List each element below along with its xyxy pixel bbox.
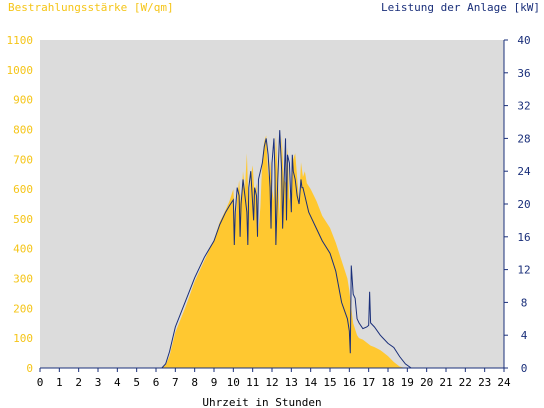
left-tick-label: 300 (13, 273, 33, 286)
left-tick-label: 1100 (7, 34, 34, 47)
x-tick-label: 23 (478, 376, 491, 389)
x-tick-label: 4 (114, 376, 121, 389)
left-tick-label: 0 (26, 362, 33, 375)
x-tick-label: 17 (362, 376, 375, 389)
right-tick-label: 4 (521, 329, 528, 342)
x-tick-label: 8 (191, 376, 198, 389)
x-tick-label: 5 (133, 376, 140, 389)
series-layer (40, 130, 504, 369)
x-tick-label: 14 (304, 376, 318, 389)
x-tick-label: 21 (439, 376, 452, 389)
x-tick-label: 3 (95, 376, 102, 389)
left-axis-label: Bestrahlungsstärke [W/qm] (8, 1, 174, 14)
right-tick-label: 36 (517, 67, 530, 80)
left-tick-label: 400 (13, 243, 33, 256)
x-tick-label: 12 (265, 376, 278, 389)
right-axis-label: Leistung der Anlage [kW] (381, 1, 540, 14)
x-tick-label: 6 (153, 376, 160, 389)
left-tick-label: 500 (13, 213, 33, 226)
x-axis-label: Uhrzeit in Stunden (202, 396, 321, 408)
right-tick-label: 28 (517, 132, 530, 145)
x-tick-label: 16 (343, 376, 356, 389)
right-tick-label: 12 (517, 264, 530, 277)
left-tick-label: 700 (13, 153, 33, 166)
x-tick-label: 0 (37, 376, 44, 389)
right-tick-label: 32 (517, 100, 530, 113)
x-tick-label: 18 (381, 376, 394, 389)
x-tick-label: 1 (56, 376, 63, 389)
right-tick-label: 24 (517, 165, 531, 178)
ticks-layer: 0100200300400500600700800900100011000481… (7, 34, 531, 389)
right-tick-label: 8 (521, 296, 528, 309)
x-tick-label: 20 (420, 376, 433, 389)
x-tick-label: 13 (285, 376, 298, 389)
x-tick-label: 22 (459, 376, 472, 389)
x-tick-label: 24 (497, 376, 511, 389)
right-tick-label: 0 (521, 362, 528, 375)
x-tick-label: 7 (172, 376, 179, 389)
left-tick-label: 900 (13, 94, 33, 107)
left-tick-label: 200 (13, 302, 33, 315)
irradiance-area (40, 135, 504, 368)
right-tick-label: 16 (517, 231, 530, 244)
x-tick-label: 11 (246, 376, 259, 389)
right-tick-label: 20 (517, 198, 530, 211)
x-tick-label: 2 (75, 376, 82, 389)
left-tick-label: 800 (13, 124, 33, 137)
x-tick-label: 10 (227, 376, 240, 389)
power-line (40, 130, 504, 369)
x-tick-label: 9 (211, 376, 218, 389)
right-tick-label: 40 (517, 34, 530, 47)
x-tick-label: 19 (401, 376, 414, 389)
left-tick-label: 1000 (7, 64, 34, 77)
left-tick-label: 100 (13, 332, 33, 345)
x-tick-label: 15 (323, 376, 336, 389)
left-tick-label: 600 (13, 183, 33, 196)
